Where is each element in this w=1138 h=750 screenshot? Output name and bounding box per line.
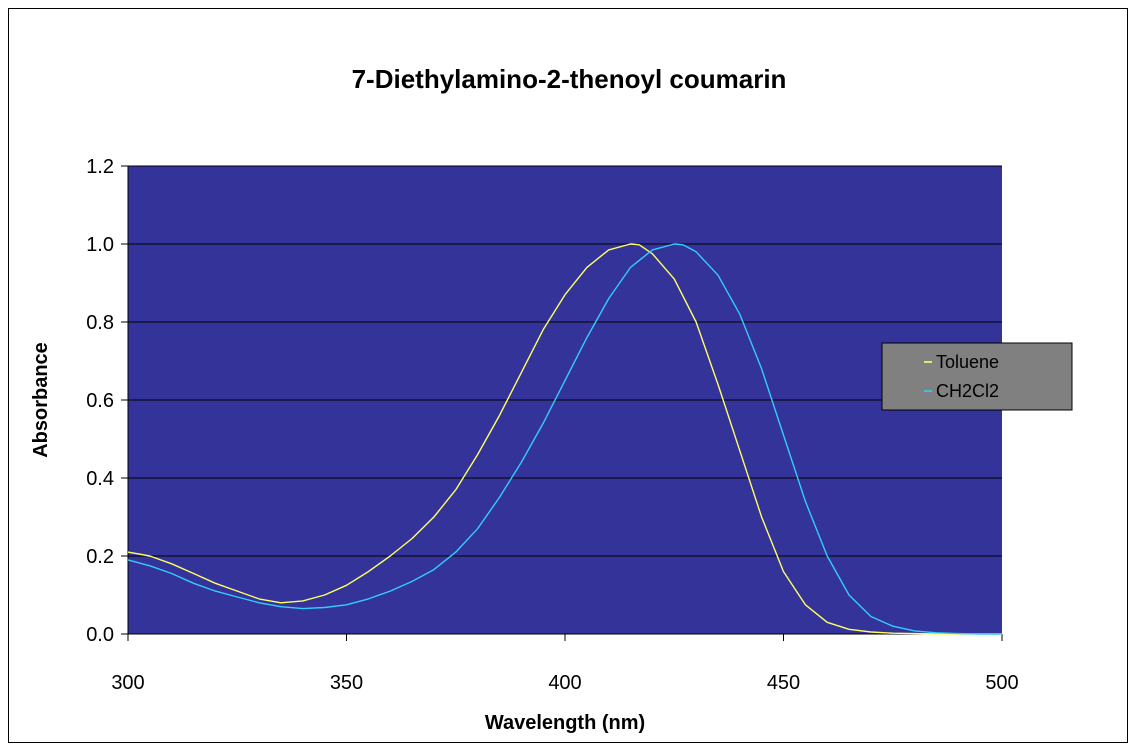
x-axis-title: Wavelength (nm) (485, 712, 645, 734)
y-tick-label: 1.2 (86, 156, 114, 178)
axes (121, 165, 1003, 641)
y-tick-label: 0.2 (86, 546, 114, 568)
legend-box (881, 342, 1073, 411)
y-tick-label: 0.6 (86, 390, 114, 412)
y-axis-title: Absorbance (30, 342, 52, 458)
y-tick-label: 0.0 (86, 624, 114, 646)
y-tick-label: 0.8 (86, 312, 114, 334)
y-tick-label: 0.4 (86, 468, 114, 490)
x-tick-label: 300 (111, 672, 144, 694)
series-line-toluene (127, 243, 1002, 635)
x-tick-label: 400 (548, 672, 581, 694)
legend: Toluene CH2Cl2 (881, 342, 1073, 411)
series-line-ch2cl2 (127, 243, 1002, 635)
tick-labels: 0.0 0.2 0.4 0.6 0.8 1.0 1.2 300 350 400 450 500 (86, 156, 1019, 694)
x-tick-label: 450 (767, 672, 800, 694)
gridlines (128, 165, 1002, 557)
series-layer (127, 243, 1002, 635)
chart-title: 7-Diethylamino-2-thenoyl coumarin (352, 64, 787, 94)
y-tick-label: 1.0 (86, 234, 114, 256)
legend-label: CH2Cl2 (936, 381, 999, 401)
x-tick-label: 350 (330, 672, 363, 694)
x-tick-label: 500 (985, 672, 1018, 694)
legend-label: Toluene (936, 352, 999, 372)
